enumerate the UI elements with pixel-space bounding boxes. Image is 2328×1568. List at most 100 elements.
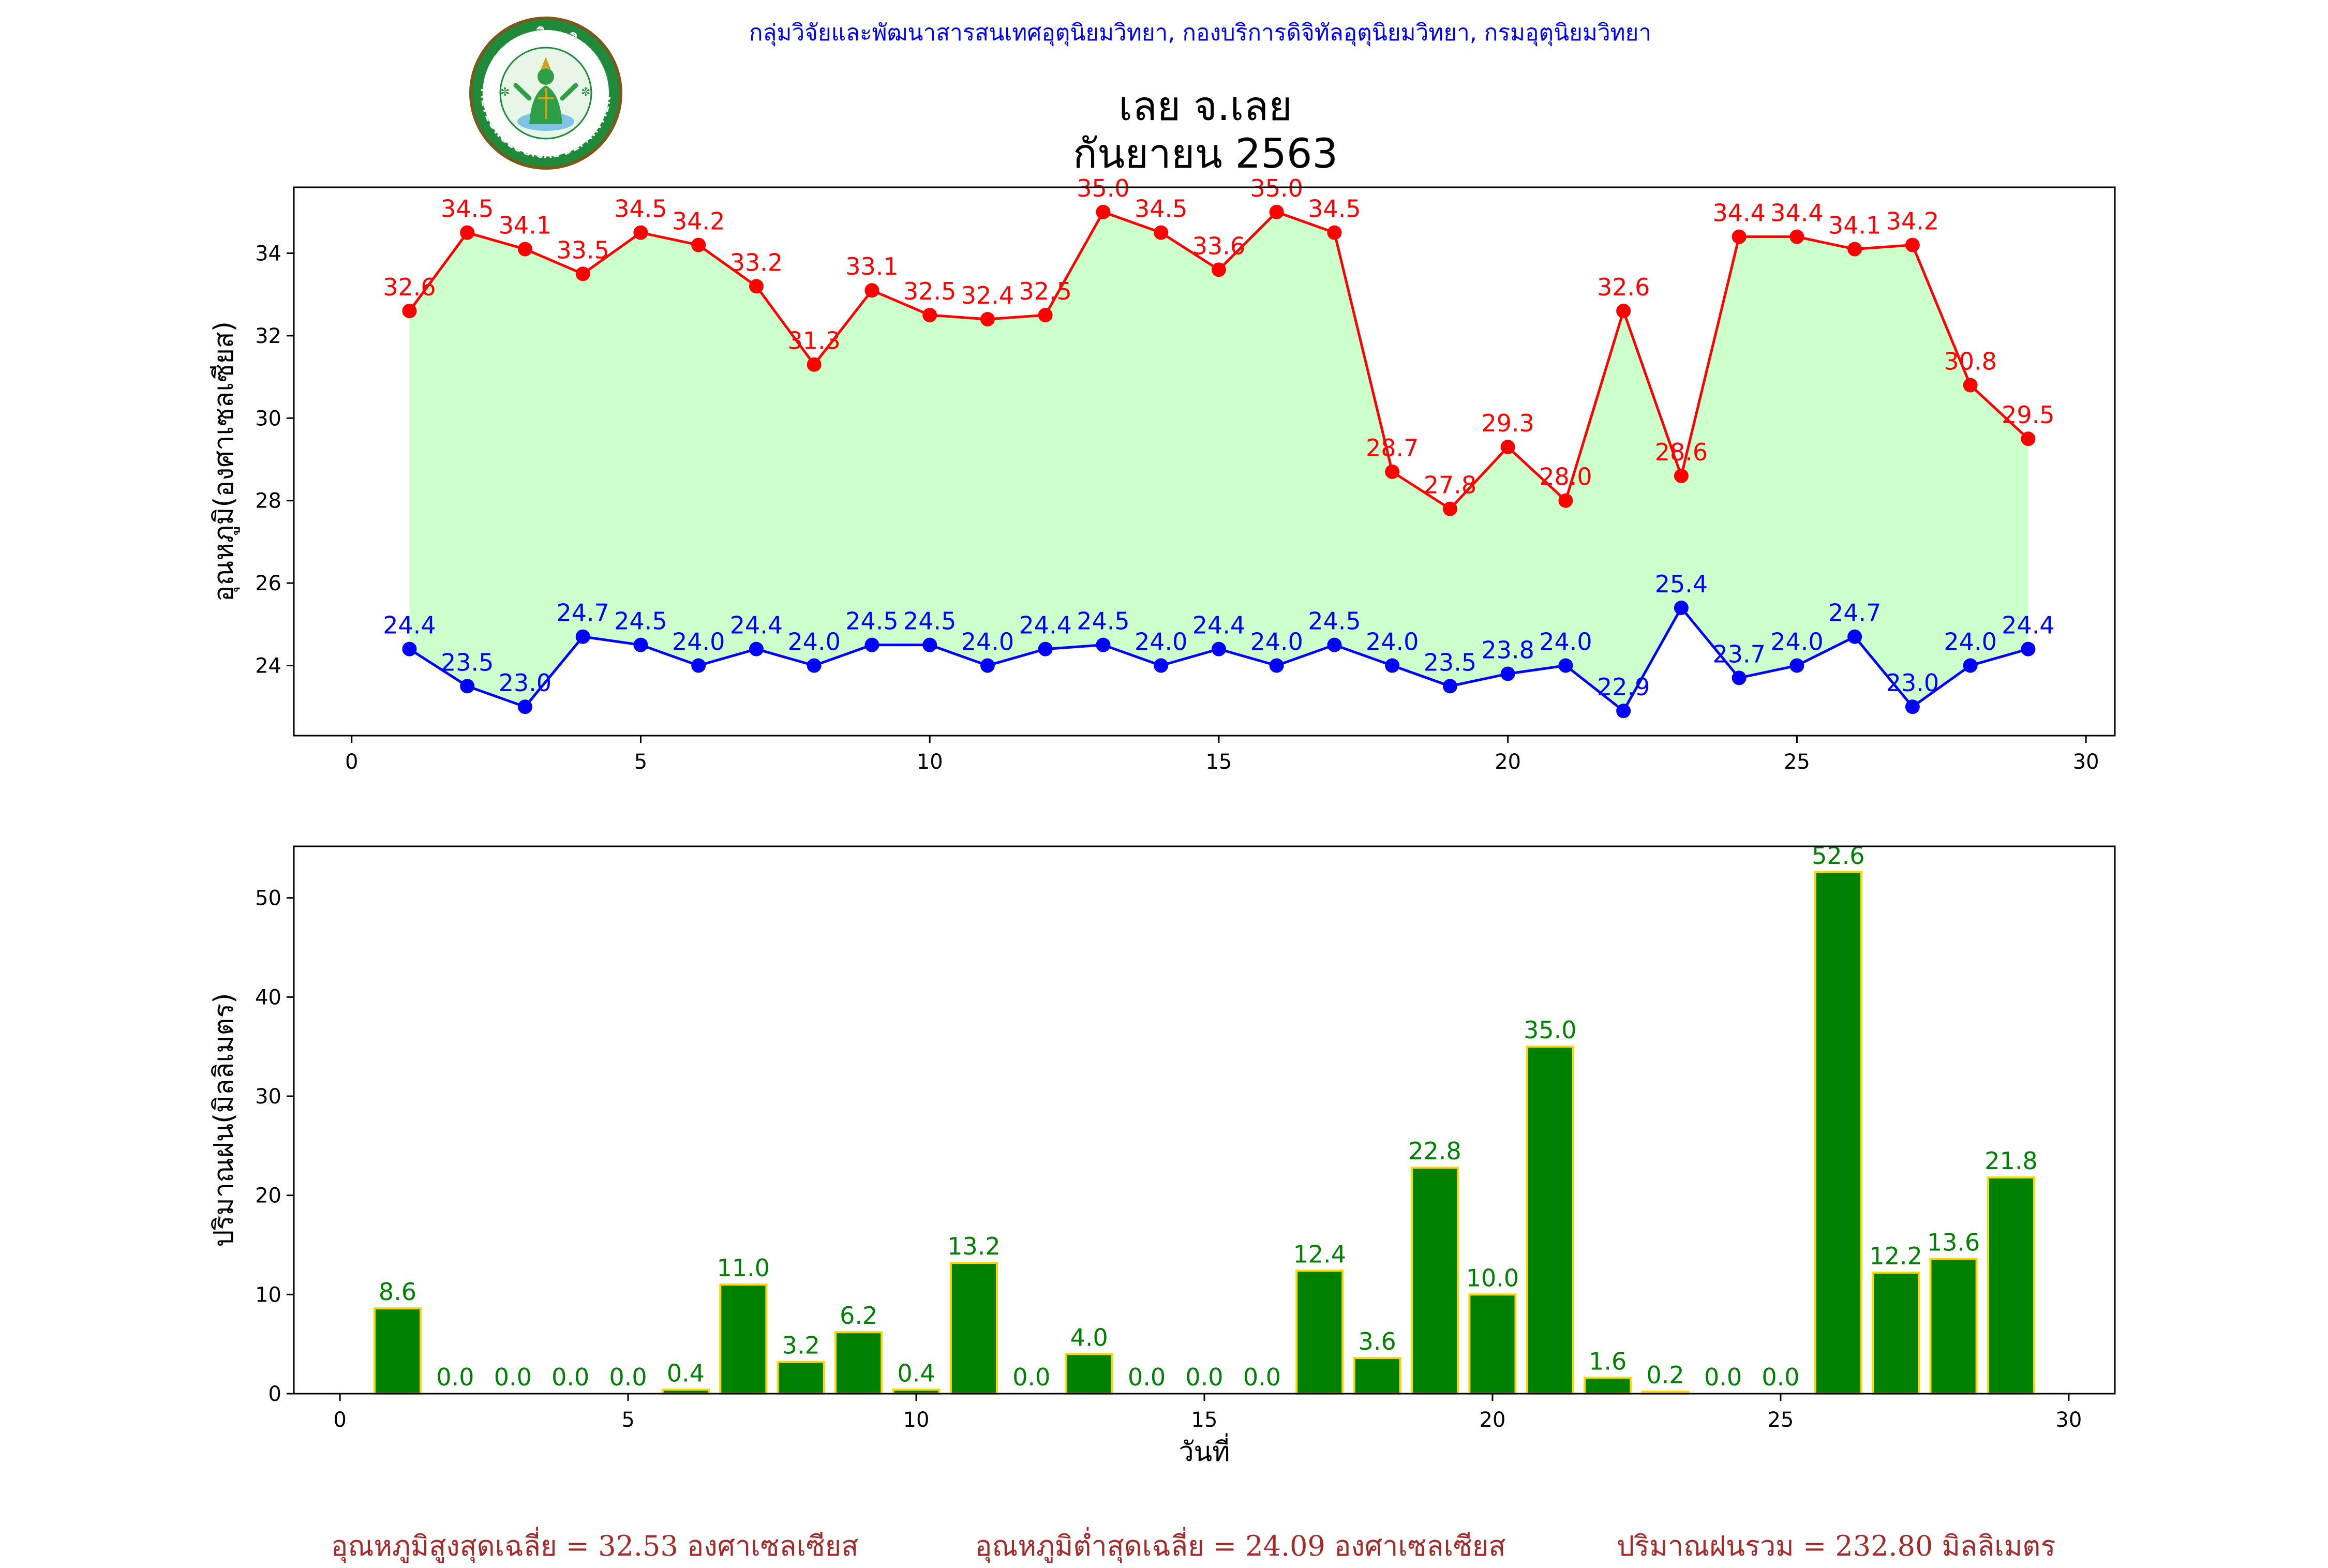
max-temperature-label: 32.5 [1019,277,1071,305]
max-temperature-label: 33.2 [730,248,783,276]
min-temperature-point [1211,641,1226,656]
rainfall-value-label: 22.8 [1408,1137,1461,1165]
min-temperature-label: 24.4 [1019,611,1071,639]
rainfall-bar [1411,1167,1459,1395]
max-temperature-point [1327,225,1342,240]
min-temperature-label: 24.0 [961,628,1014,656]
max-temperature-label: 34.4 [1712,199,1765,227]
rainfall-bar [1526,1046,1574,1395]
rainfall-value-label: 13.6 [1927,1228,1980,1256]
max-temperature-label: 27.8 [1424,471,1476,499]
x-tick-label: 30 [2055,1408,2082,1432]
rainfall-value-label: 11.0 [717,1254,770,1282]
series-min-temperature: 24.423.523.024.7 24.524.024.424.024.5 24.5… [383,570,2055,719]
min-temperature-point [1558,658,1573,673]
rainfall-value-label: 0.0 [1243,1363,1281,1391]
rainfall-bar [373,1307,422,1395]
min-temperature-point [1847,629,1862,644]
min-temperature-label: 24.4 [730,611,783,639]
max-temperature-label: 33.1 [845,252,898,280]
max-temperature-point [1905,237,1920,252]
max-temperature-point [1385,464,1400,479]
max-temperature-point [517,242,532,257]
max-temperature-point [1211,262,1226,277]
rainfall-bar [1584,1377,1632,1395]
max-temperature-point [1558,493,1573,508]
rainfall-value-label: 21.8 [1984,1147,2037,1175]
rainfall-value-label: 13.2 [947,1232,1000,1260]
y-tick-label: 0 [268,1382,281,1406]
max-temperature-point [1847,242,1862,257]
rainfall-bar [1353,1357,1401,1395]
max-temperature-label: 34.1 [499,212,551,240]
rainfall-value-label: 0.0 [1704,1363,1742,1391]
min-temperature-point [1096,637,1111,652]
max-temperature-point [1963,378,1978,393]
rainfall-value-label: 3.6 [1359,1327,1396,1355]
rainfall-bar [1814,871,1862,1395]
min-temperature-label: 24.0 [1366,628,1419,656]
temperature-axes: 0 5 10 15 20 25 30 24 26 28 30 32 34 อุณหภูมิ(องศาเซล… [208,242,2099,774]
min-temperature-point [1385,658,1400,673]
max-temperature-point [807,357,822,372]
max-temperature-label: 34.5 [441,195,494,223]
max-temperature-label: 34.5 [1135,195,1187,223]
min-temperature-label: 23.0 [1886,669,1939,697]
meteorological-department-logo: กรมอุตุนิยมวิทยา METEOROLOGICAL DEPARTME… [468,16,622,170]
max-temperature-point [1096,204,1111,219]
min-temperature-point [1442,679,1457,694]
min-temperature-point [980,658,995,673]
avg-min-temp-summary: อุณหภูมิต่ำสุดเฉลี่ย = 24.09 องศาเซลเซีย… [975,1530,1506,1562]
x-tick-label: 15 [1205,750,1232,774]
x-tick-label: 15 [1191,1408,1218,1432]
y-tick-label: 30 [255,407,281,430]
rainfall-value-label: 35.0 [1524,1016,1576,1044]
min-temperature-point [1789,658,1804,673]
min-temperature-label: 24.7 [1828,599,1881,627]
x-tick-label: 25 [1767,1408,1794,1432]
rainfall-value-label: 4.0 [1070,1323,1108,1351]
y-tick-label: 24 [255,654,281,678]
min-temperature-point [922,637,937,652]
max-temperature-label: 33.6 [1192,232,1245,260]
min-temperature-label: 24.0 [1770,628,1823,656]
deity-emblem-icon [513,57,578,131]
rainfall-value-label: 0.4 [667,1359,705,1387]
max-temperature-label: 32.5 [903,277,956,305]
max-temperature-point [1616,304,1631,319]
rainfall-value-label: 0.0 [1762,1363,1799,1391]
series-max-temperature: 32.634.534.133.534.5 34.233.231.333.132.5… [383,174,2055,516]
chart-title: เลย จ.เลย กันยายน 2563 [879,83,1531,178]
rainfall-value-label: 0.0 [609,1363,647,1391]
min-temperature-point [402,641,417,656]
rainfall-value-label: 0.0 [494,1363,532,1391]
x-tick-label: 5 [634,750,647,774]
rainfall-value-label: 0.0 [436,1363,474,1391]
x-tick-label: 10 [903,1408,930,1432]
rainfall-bar [719,1283,768,1395]
title-month: กันยายน 2563 [1072,131,1338,177]
max-temperature-label: 34.5 [1308,195,1361,223]
y-tick-label: 40 [255,985,281,1009]
min-temperature-point [1038,641,1053,656]
rainfall-bar [1987,1176,2036,1395]
rainfall-axes: 0 5 10 15 20 25 30 0 10 20 30 40 50 ปริมาณฝน(มิลลิเมต… [208,887,2082,1468]
rainfall-value-label: 12.2 [1869,1242,1922,1270]
rainfall-bar [1295,1270,1344,1395]
min-temperature-point [517,699,532,714]
max-temperature-point [1269,204,1284,219]
min-temperature-point [1616,704,1631,719]
rainfall-value-label: 3.2 [782,1332,820,1360]
max-temperature-point [1038,308,1053,323]
temperature-plot-frame [293,186,2116,737]
rainfall-value-label: 8.6 [379,1278,416,1306]
max-temperature-point [1442,501,1457,516]
max-temperature-label: 28.7 [1366,434,1419,462]
star-icon: ✼ [500,86,510,99]
max-temperature-label: 30.8 [1944,348,1996,376]
min-temperature-point [1500,666,1515,681]
max-temperature-label: 35.0 [1250,174,1303,202]
y-tick-label: 50 [255,887,281,910]
min-temperature-label: 24.0 [1250,628,1303,656]
